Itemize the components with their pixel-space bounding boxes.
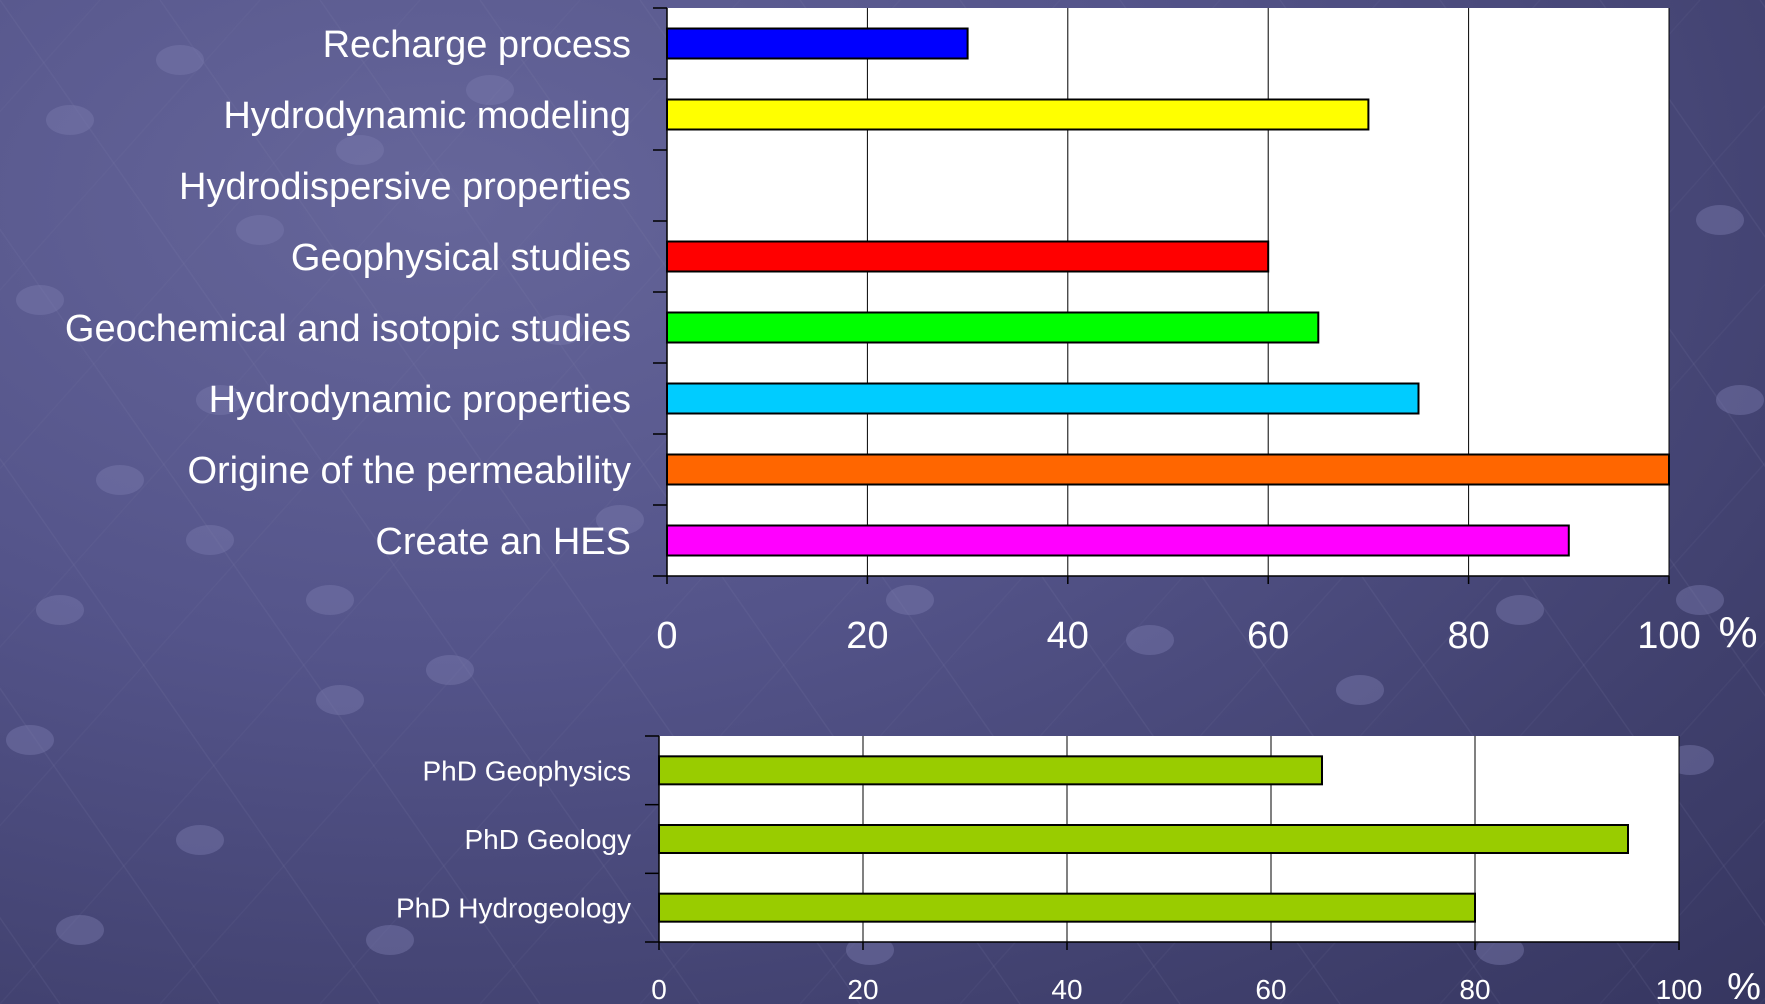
unit-label-2: % (1727, 966, 1761, 1004)
category-label: Recharge process (323, 24, 631, 66)
bar (666, 27, 969, 60)
category-label: Origine of the permeability (187, 450, 631, 492)
bar (666, 453, 1670, 486)
x-tick-label: 60 (1255, 974, 1286, 1004)
x-tick-label: 80 (1459, 974, 1490, 1004)
unit-label-1: % (1718, 608, 1757, 657)
x-tick-label: 20 (846, 615, 888, 657)
category-label: Hydrodispersive properties (179, 166, 631, 208)
x-tick-label: 100 (1637, 615, 1700, 657)
category-labels-2: PhD Geophysics PhD Geology PhD Hydrogeolog… (396, 755, 631, 923)
category-label: PhD Hydrogeology (396, 893, 631, 924)
bars-1 (666, 27, 1670, 557)
category-label: Hydrodynamic properties (209, 379, 631, 421)
tick-labels-1: 0 20 40 60 80 100 (656, 615, 1700, 657)
bar (658, 755, 1323, 786)
x-tick-label: 0 (651, 974, 667, 1004)
category-label: Geophysical studies (291, 237, 631, 279)
axis-2 (645, 735, 1680, 950)
category-label: PhD Geology (464, 824, 631, 855)
bar (658, 892, 1476, 923)
bar (666, 524, 1570, 557)
category-label: PhD Geophysics (422, 755, 631, 786)
x-tick-label: 80 (1447, 615, 1489, 657)
category-label: Hydrodynamic modeling (223, 95, 631, 137)
x-tick-label: 40 (1051, 974, 1082, 1004)
category-label: Geochemical and isotopic studies (65, 308, 631, 350)
bar (658, 824, 1629, 854)
x-tick-label: 100 (1656, 974, 1703, 1004)
tick-labels-2: 0 20 40 60 80 100 (651, 974, 1702, 1004)
category-label: Create an HES (375, 521, 631, 563)
x-tick-label: 20 (847, 974, 878, 1004)
axis-1 (653, 7, 1670, 584)
x-tick-label: 0 (656, 615, 677, 657)
x-tick-label: 40 (1047, 615, 1089, 657)
x-tick-label: 60 (1247, 615, 1289, 657)
category-labels-1: Recharge process Hydrodynamic modeling Hyd… (65, 24, 631, 563)
bars-2 (658, 755, 1629, 923)
